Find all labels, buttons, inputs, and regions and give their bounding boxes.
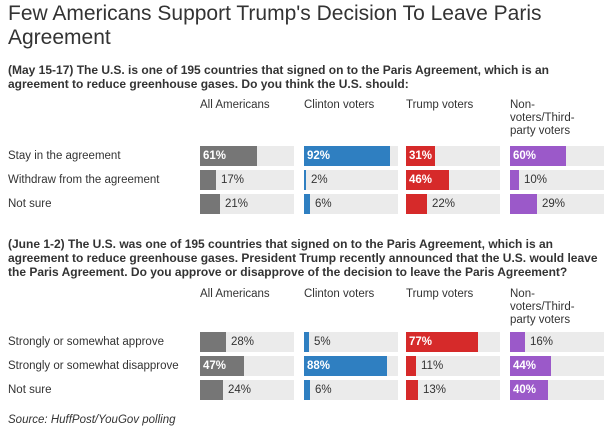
bar-track: 40% (510, 380, 604, 400)
bar (304, 170, 306, 190)
bar (304, 356, 387, 376)
bar (200, 356, 244, 376)
bar-track: 10% (510, 170, 604, 190)
data-label: 6% (315, 198, 332, 210)
data-label: 6% (315, 384, 332, 396)
bar (510, 170, 519, 190)
bar (200, 194, 220, 214)
data-label: 17% (221, 174, 245, 186)
bar-track: 44% (510, 356, 604, 376)
bar (406, 194, 427, 214)
bar-track: 28% (200, 332, 294, 352)
bar (510, 356, 551, 376)
column-header: All Americans (200, 288, 270, 300)
row-label: Withdraw from the agreement (8, 174, 160, 186)
bar-track: 5% (304, 332, 398, 352)
bar (510, 380, 548, 400)
bar-track: 60% (510, 146, 604, 166)
bar-track: 92% (304, 146, 398, 166)
column-header: Clinton voters (304, 99, 375, 111)
bar (510, 332, 525, 352)
data-label: 24% (228, 384, 252, 396)
bar (510, 194, 537, 214)
bar-track: 16% (510, 332, 604, 352)
bar (304, 332, 309, 352)
data-label: 10% (524, 174, 548, 186)
bar-track: 24% (200, 380, 294, 400)
data-label: 31% (409, 150, 433, 162)
bar-track: 13% (406, 380, 500, 400)
bar-track: 47% (200, 356, 294, 376)
bar (304, 194, 310, 214)
bar-track: 6% (304, 194, 398, 214)
data-label: 40% (513, 384, 537, 396)
data-label: 60% (513, 150, 537, 162)
bar (406, 146, 435, 166)
row-label: Strongly or somewhat disapprove (8, 360, 179, 372)
bar-track: 29% (510, 194, 604, 214)
data-label: 28% (231, 336, 255, 348)
bar-track: 46% (406, 170, 500, 190)
data-label: 11% (421, 360, 444, 372)
bar (304, 146, 390, 166)
bar-track: 77% (406, 332, 500, 352)
column-header: All Americans (200, 99, 270, 111)
question-text: (May 15-17) The U.S. is one of 195 count… (8, 63, 550, 91)
data-label: 88% (307, 360, 331, 372)
data-label: 61% (203, 150, 227, 162)
data-label: 44% (513, 360, 537, 372)
data-label: 21% (225, 198, 249, 210)
bar (406, 356, 416, 376)
column-header: Non-voters/Third-party voters (510, 99, 575, 137)
bar (406, 170, 449, 190)
bar-track: 61% (200, 146, 294, 166)
row-label: Not sure (8, 384, 52, 396)
bar (200, 146, 257, 166)
bar (200, 380, 223, 400)
column-header: Clinton voters (304, 288, 375, 300)
bar (200, 332, 226, 352)
chart-title: Few Americans Support Trump's Decision T… (8, 2, 542, 49)
bar (200, 170, 216, 190)
data-label: 2% (311, 174, 328, 186)
bar (304, 380, 310, 400)
column-header: Trump voters (406, 288, 474, 300)
data-label: 46% (409, 174, 433, 186)
data-label: 92% (307, 150, 331, 162)
source-note: Source: HuffPost/YouGov polling (8, 414, 176, 426)
data-label: 77% (409, 336, 433, 348)
bar (510, 146, 566, 166)
bar-track: 2% (304, 170, 398, 190)
bar (406, 332, 478, 352)
question-text: (June 1-2) The U.S. was one of 195 count… (8, 237, 598, 279)
data-label: 16% (530, 336, 554, 348)
data-label: 22% (432, 198, 456, 210)
bar (406, 380, 418, 400)
row-label: Strongly or somewhat approve (8, 336, 164, 348)
bar-track: 6% (304, 380, 398, 400)
bar-track: 11% (406, 356, 500, 376)
data-label: 5% (314, 336, 331, 348)
bar-track: 21% (200, 194, 294, 214)
data-label: 29% (542, 198, 566, 210)
row-label: Not sure (8, 198, 52, 210)
bar-track: 88% (304, 356, 398, 376)
bar-track: 22% (406, 194, 500, 214)
column-header: Trump voters (406, 99, 474, 111)
column-header: Non-voters/Third-party voters (510, 288, 575, 326)
bar-track: 17% (200, 170, 294, 190)
bar-track: 31% (406, 146, 500, 166)
data-label: 47% (203, 360, 227, 372)
row-label: Stay in the agreement (8, 150, 121, 162)
data-label: 13% (423, 384, 447, 396)
